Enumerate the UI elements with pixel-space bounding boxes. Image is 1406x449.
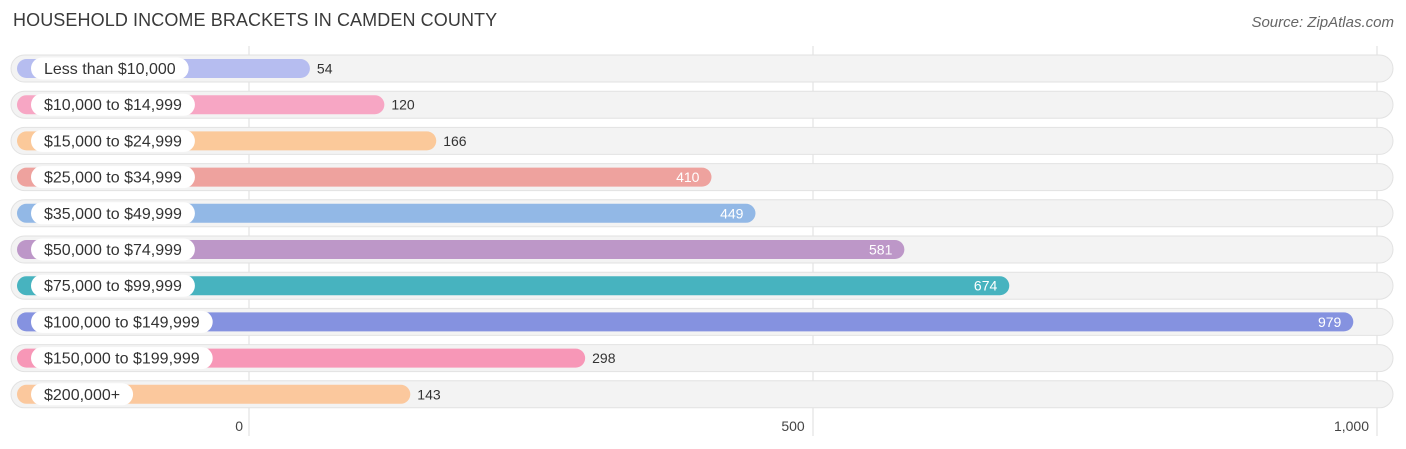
category-label-pill: [31, 383, 134, 406]
category-label-pill: [31, 129, 195, 152]
category-label: $35,000 to $49,999: [44, 206, 182, 223]
x-tick-label: 1,000: [1334, 418, 1369, 434]
value-label: 143: [417, 386, 441, 402]
bar-row: $15,000 to $24,999 166: [10, 126, 1394, 155]
chart-title: HOUSEHOLD INCOME BRACKETS IN CAMDEN COUN…: [13, 10, 498, 30]
category-label: $200,000+: [44, 387, 120, 404]
source-note: Source: ZipAtlas.com: [1251, 14, 1394, 31]
x-tick-label: 0: [235, 418, 243, 434]
value-label: 674: [974, 278, 998, 294]
bar-track: [10, 54, 1394, 83]
value-label: 298: [592, 350, 616, 366]
bar: [17, 276, 1010, 296]
category-label: $150,000 to $199,999: [44, 351, 200, 368]
bar-row: $25,000 to $34,999 410: [10, 163, 1394, 192]
category-label-pill: [31, 274, 195, 297]
bar-row: Less than $10,000 54: [10, 54, 1394, 83]
bar: [17, 240, 905, 259]
category-label-pill: [31, 93, 195, 116]
bar-row: $100,000 to $149,999 979: [10, 307, 1394, 336]
category-label-pill: [31, 347, 213, 370]
bar-row: $50,000 to $74,999 581: [10, 235, 1394, 264]
category-label-pill: [31, 202, 195, 225]
bars-layer: Less than $10,000 54 $10,000 to $14,999 120…: [10, 54, 1394, 409]
bar-row: $75,000 to $99,999 674: [10, 271, 1394, 300]
x-axis-ticks: 0 500 1,000: [235, 418, 1369, 434]
value-label: 120: [391, 97, 415, 113]
category-label-pill: [31, 57, 189, 80]
value-label: 54: [317, 61, 333, 77]
value-label: 449: [720, 205, 744, 221]
category-label-pill: [31, 310, 213, 333]
category-label: $25,000 to $34,999: [44, 170, 182, 187]
bar-row: $200,000+ 143: [10, 380, 1394, 409]
category-label: $10,000 to $14,999: [44, 97, 182, 114]
category-label: $50,000 to $74,999: [44, 242, 182, 259]
value-label: 166: [443, 133, 467, 149]
category-label: Less than $10,000: [44, 61, 176, 78]
category-label: $75,000 to $99,999: [44, 278, 182, 295]
category-label-pill: [31, 238, 195, 261]
value-label: 410: [676, 169, 700, 185]
category-label: $100,000 to $149,999: [44, 314, 200, 331]
category-label: $15,000 to $24,999: [44, 133, 182, 150]
category-label-pill: [31, 166, 195, 189]
x-tick-label: 500: [781, 418, 805, 434]
bar: [17, 203, 756, 223]
bar-row: $150,000 to $199,999 298: [10, 344, 1394, 373]
bar-row: $10,000 to $14,999 120: [10, 90, 1394, 119]
value-label: 979: [1318, 314, 1342, 330]
bar: [17, 312, 1354, 332]
bar-row: $35,000 to $49,999 449: [10, 199, 1394, 228]
value-label: 581: [869, 242, 893, 258]
